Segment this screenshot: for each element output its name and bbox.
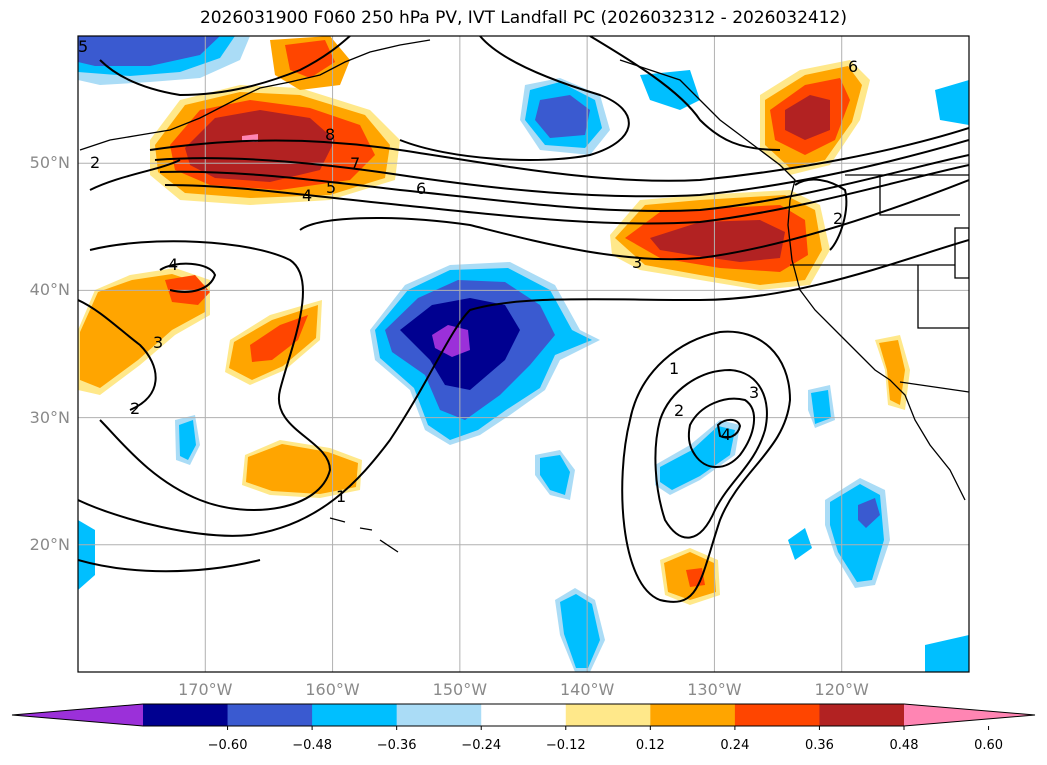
- pv-anomaly-fill: [78, 36, 969, 672]
- lon-tick-label: 170°W: [178, 680, 233, 699]
- map-frame: [77, 35, 970, 673]
- contour-label: 5: [78, 37, 88, 56]
- colorbar: [11, 703, 1036, 730]
- coastlines: [79, 39, 969, 553]
- contour-label: 5: [326, 178, 336, 197]
- colorbar-extend-max: [904, 704, 1035, 726]
- contour-label: 4: [721, 425, 731, 444]
- lon-tick-label: 160°W: [305, 680, 360, 699]
- contour-label: 6: [416, 179, 426, 198]
- contour-label: 6: [848, 57, 858, 76]
- colorbar-tick-label: 0.60: [974, 738, 1004, 753]
- contour-label: 3: [632, 253, 642, 272]
- colorbar-extend-min: [12, 704, 143, 726]
- lat-tick-label: 20°N: [29, 534, 70, 554]
- contour-label: 1: [336, 487, 346, 506]
- contour-label: 3: [153, 333, 163, 352]
- colorbar-tick-label: 0.48: [889, 738, 919, 753]
- colorbar-tick-label: 0.24: [720, 738, 750, 753]
- colorbar-outline: [11, 703, 1036, 727]
- pv-contours: [78, 36, 969, 603]
- colorbar-tick-label: −0.12: [545, 738, 586, 753]
- contour-labels: 8 7 6 5 4 3 2 1 2 3 4 6 2 4 3 2 1 5: [78, 37, 858, 506]
- colorbar-segment: [312, 704, 398, 726]
- colorbar-tick-label: −0.48: [292, 738, 333, 753]
- contour-label: 3: [749, 383, 759, 402]
- colorbar-tick-label: −0.24: [461, 738, 502, 753]
- lat-tick-label: 50°N: [29, 153, 70, 173]
- colorbar-tick-label: −0.36: [376, 738, 417, 753]
- colorbar-segment: [481, 704, 567, 726]
- contour-label: 2: [90, 153, 100, 172]
- map-gridlines: [78, 36, 969, 672]
- colorbar-segment: [227, 704, 313, 726]
- colorbar-tick-label: 0.36: [804, 738, 834, 753]
- contour-label: 2: [833, 209, 843, 228]
- colorbar-tick-label: 0.12: [635, 738, 665, 753]
- contour-label: 2: [674, 401, 684, 420]
- colorbar-segment: [565, 704, 651, 726]
- lon-tick-label: 120°W: [814, 680, 869, 699]
- colorbar-segment: [734, 704, 820, 726]
- contour-label: 7: [350, 154, 360, 173]
- colorbar-segment: [819, 704, 905, 726]
- contour-label: 4: [302, 186, 312, 205]
- contour-label: 1: [669, 359, 679, 378]
- lon-tick-label: 140°W: [559, 680, 615, 699]
- colorbar-tick-label: −0.60: [207, 738, 248, 753]
- contour-label: 2: [130, 399, 140, 418]
- contour-label: 8: [325, 125, 335, 144]
- colorbar-segment: [396, 704, 482, 726]
- colorbar-segment: [650, 704, 736, 726]
- lat-tick-label: 40°N: [29, 280, 70, 300]
- contour-label: 4: [168, 255, 178, 274]
- lon-tick-label: 150°W: [432, 680, 488, 699]
- map-title: 2026031900 F060 250 hPa PV, IVT Landfall…: [199, 8, 847, 28]
- lat-tick-label: 30°N: [29, 407, 70, 427]
- colorbar-segment: [143, 704, 229, 726]
- lon-tick-label: 130°W: [687, 680, 742, 699]
